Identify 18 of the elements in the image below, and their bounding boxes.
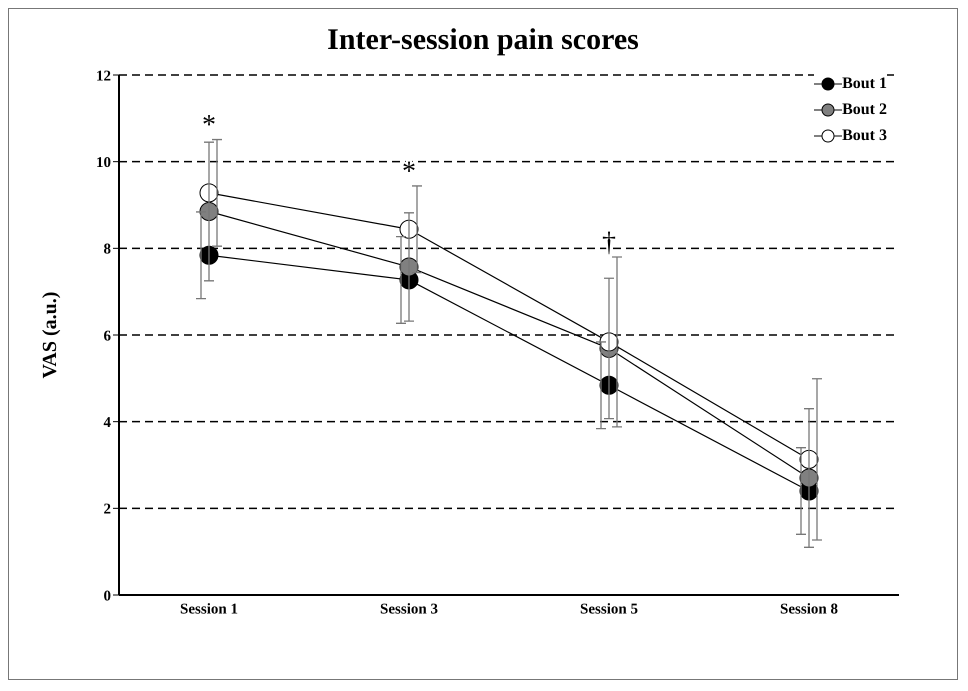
y-tick-label: 6	[104, 328, 112, 344]
x-tick-label: Session 8	[780, 602, 838, 618]
y-tick-label: 2	[104, 502, 111, 518]
legend-label: Bout 2	[842, 101, 887, 119]
x-tick-label: Session 3	[380, 602, 438, 618]
annotation: *	[402, 156, 416, 187]
y-tick-label: 10	[96, 154, 111, 171]
x-tick-label: Session 5	[580, 602, 638, 618]
chart-title: Inter-session pain scores	[326, 23, 640, 58]
y-tick-label: 12	[96, 68, 111, 84]
x-tick-label: Session 1	[180, 602, 238, 618]
legend-label: Bout 3	[842, 127, 887, 145]
y-tick-label: 8	[104, 242, 111, 258]
annotation: *	[202, 110, 216, 141]
y-tick-label: 0	[104, 588, 111, 604]
y-axis-title: VAS (a.u.)	[39, 292, 62, 378]
legend-label: Bout 1	[842, 75, 887, 93]
y-tick-label: 4	[104, 414, 112, 431]
